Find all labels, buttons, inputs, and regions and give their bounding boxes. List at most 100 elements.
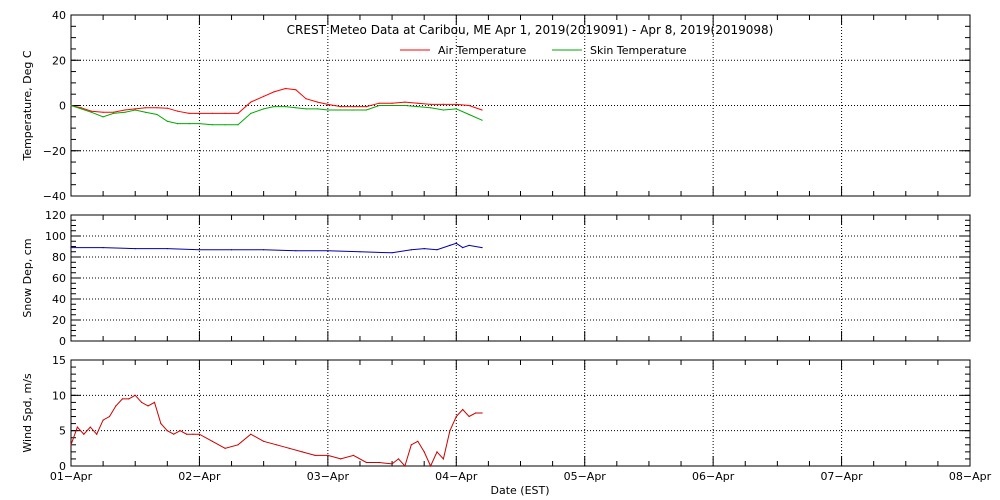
data-point [230, 249, 233, 251]
data-point [250, 101, 252, 103]
data-point [378, 102, 380, 104]
data-point [284, 106, 287, 108]
data-point [250, 112, 252, 114]
series-line [70, 105, 483, 126]
data-point [436, 249, 438, 251]
data-point [455, 415, 457, 418]
y-tick-label: 60 [52, 272, 66, 285]
data-point [211, 124, 213, 126]
data-point [481, 109, 483, 111]
data-point [449, 244, 451, 246]
panel-1: 120 100 80 60 40 20 0 Snow Dep, cm [21, 209, 971, 348]
data-point [305, 108, 307, 110]
series-0 [70, 394, 483, 468]
data-point [141, 401, 143, 403]
data-point [102, 111, 104, 113]
data-point [365, 106, 367, 108]
series-line [70, 87, 483, 114]
data-point [301, 451, 303, 453]
data-point [352, 454, 355, 456]
data-point [455, 242, 457, 244]
x-tick-label: 02−Apr [178, 470, 221, 483]
data-point [198, 433, 200, 435]
data-point [273, 91, 275, 93]
data-point [417, 102, 419, 104]
data-point [359, 251, 361, 253]
data-point [391, 104, 393, 107]
data-point [317, 101, 319, 103]
data-point [76, 426, 78, 428]
data-point [423, 248, 425, 250]
data-point [192, 433, 194, 435]
data-point [211, 440, 213, 442]
data-point [327, 250, 329, 252]
data-point [430, 107, 432, 109]
data-point [340, 106, 342, 108]
data-point [90, 110, 93, 112]
data-point [327, 103, 329, 105]
y-axis-label: Temperature, Deg C [21, 50, 34, 161]
legend: Air Temperature Skin Temperature [400, 44, 687, 57]
data-point [295, 250, 297, 252]
data-point [273, 106, 275, 108]
data-point [96, 433, 98, 435]
y-tick-label: −20 [43, 145, 66, 158]
data-point [89, 426, 91, 428]
data-point [305, 98, 307, 100]
data-point [449, 430, 451, 432]
y-tick-label: 15 [52, 354, 66, 367]
y-tick-label: 20 [52, 314, 66, 327]
data-point [423, 451, 425, 453]
data-point [147, 405, 149, 407]
data-point [83, 433, 85, 435]
data-point [404, 104, 406, 107]
data-point [340, 109, 342, 111]
series-line [70, 394, 482, 468]
data-point [263, 440, 265, 442]
data-point [275, 444, 278, 446]
data-point [134, 109, 136, 111]
data-point [365, 461, 367, 464]
x-tick-label: 03−Apr [307, 470, 350, 483]
y-tick-label: 40 [52, 9, 66, 22]
series-1 [70, 104, 483, 126]
y-tick-label: 5 [59, 425, 66, 438]
data-point [442, 109, 444, 111]
data-point [250, 433, 252, 435]
data-point [404, 101, 406, 103]
data-point [198, 112, 200, 114]
data-point [198, 123, 200, 125]
data-point [153, 401, 156, 403]
data-point [188, 112, 190, 114]
plot-frame [70, 14, 971, 197]
data-point [224, 112, 226, 114]
data-point [224, 124, 226, 126]
data-point [462, 247, 464, 249]
data-point [134, 394, 136, 396]
y-tick-label: 0 [59, 460, 66, 473]
y-tick-label: −40 [43, 190, 66, 203]
data-point [481, 412, 483, 414]
legend-label-air-temperature: Air Temperature [438, 44, 527, 57]
data-point [317, 108, 319, 110]
y-tick-label: 120 [45, 209, 66, 222]
data-point [327, 109, 329, 111]
data-point [173, 433, 175, 435]
y-tick-label: 10 [52, 389, 66, 402]
data-point [166, 248, 168, 250]
data-point [156, 107, 158, 109]
data-point [134, 108, 136, 110]
y-tick-label: 20 [52, 54, 66, 67]
data-point [378, 104, 380, 107]
data-point [391, 102, 393, 104]
data-point [144, 107, 147, 109]
x-tick-label: 07−Apr [820, 470, 863, 483]
data-point [295, 89, 297, 91]
data-point [70, 247, 72, 249]
data-point [340, 458, 342, 460]
data-point [102, 419, 104, 421]
y-axis-label: Wind Spd, m/s [21, 373, 34, 453]
data-point [468, 104, 470, 107]
data-point [391, 252, 393, 254]
x-tick-label: 06−Apr [692, 470, 735, 483]
